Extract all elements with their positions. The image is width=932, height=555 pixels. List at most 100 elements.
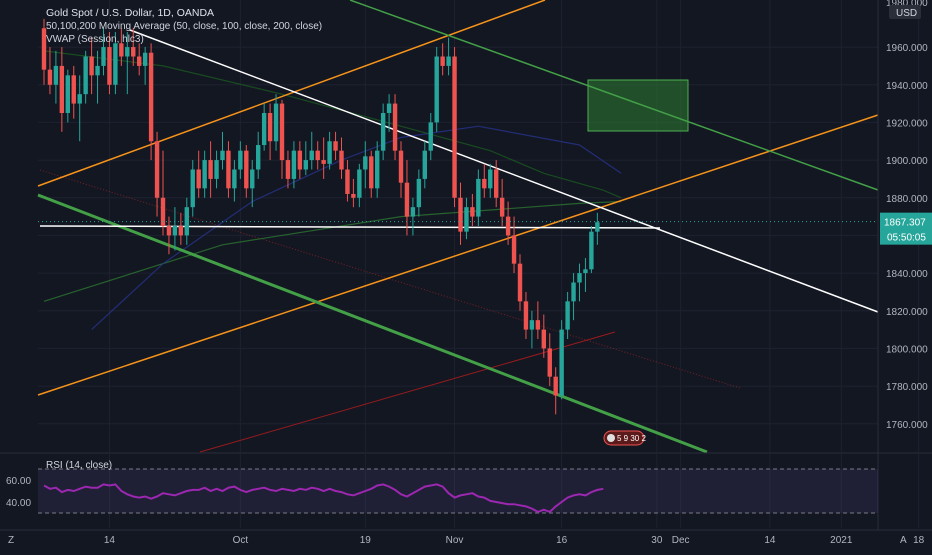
candle[interactable] [107, 47, 112, 85]
candle[interactable] [238, 150, 243, 170]
candle[interactable] [541, 329, 546, 349]
candle[interactable] [261, 113, 267, 146]
green-channel-lower-line[interactable] [37, 193, 708, 454]
candle[interactable] [71, 75, 76, 104]
candle[interactable] [53, 65, 59, 85]
events-badge[interactable] [603, 430, 645, 446]
candle[interactable] [339, 150, 344, 170]
candle[interactable] [160, 197, 166, 226]
candle[interactable] [113, 43, 118, 85]
orange-channel-upper-line[interactable] [37, 0, 546, 187]
candle[interactable] [363, 156, 368, 170]
candle[interactable] [291, 150, 297, 179]
candle[interactable] [125, 47, 130, 57]
ma-indicator-label[interactable]: 50,100,200 Moving Average (50, close, 10… [46, 21, 323, 32]
candle[interactable] [208, 160, 213, 179]
candle[interactable] [196, 169, 201, 189]
candle[interactable] [333, 141, 338, 151]
candle[interactable] [309, 150, 314, 161]
auto-scale-button[interactable]: A [900, 535, 907, 546]
zoom-icon[interactable]: Z [8, 535, 14, 546]
candle[interactable] [398, 150, 404, 183]
candle[interactable] [351, 193, 356, 198]
candle[interactable] [505, 216, 511, 236]
candle[interactable] [256, 145, 261, 170]
candle[interactable] [142, 52, 148, 66]
candle[interactable] [476, 178, 481, 217]
candle[interactable] [559, 329, 564, 396]
candle[interactable] [547, 348, 552, 377]
candle[interactable] [220, 150, 225, 161]
candle[interactable] [577, 273, 582, 283]
candle[interactable] [232, 169, 237, 189]
candle[interactable] [178, 226, 184, 236]
candle[interactable] [47, 69, 53, 85]
candle[interactable] [321, 160, 326, 164]
candle[interactable] [77, 94, 82, 104]
candle[interactable] [375, 150, 380, 189]
candle[interactable] [345, 169, 350, 194]
candle[interactable] [154, 141, 160, 198]
candle[interactable] [464, 207, 469, 232]
candle[interactable] [166, 226, 172, 236]
candle[interactable] [583, 269, 588, 274]
candle[interactable] [589, 231, 594, 270]
candle[interactable] [95, 65, 100, 76]
white-trend-line[interactable] [129, 29, 879, 313]
candle[interactable] [83, 56, 88, 95]
candle[interactable] [357, 169, 362, 198]
candle[interactable] [369, 156, 374, 189]
candle[interactable] [273, 103, 279, 142]
candle[interactable] [410, 207, 416, 217]
candle[interactable] [327, 141, 332, 164]
candle[interactable] [190, 169, 195, 208]
candle[interactable] [59, 65, 65, 113]
candle[interactable] [428, 122, 433, 151]
candle[interactable] [434, 56, 439, 123]
candle[interactable] [595, 222, 600, 232]
candle[interactable] [523, 301, 529, 330]
candle[interactable] [458, 197, 463, 232]
candle[interactable] [499, 197, 505, 217]
candle[interactable] [226, 150, 231, 189]
candle[interactable] [297, 150, 303, 170]
candle[interactable] [446, 56, 451, 66]
candle[interactable] [386, 103, 392, 113]
horizontal-support-line[interactable] [39, 225, 661, 229]
candle[interactable] [482, 178, 487, 189]
candle[interactable] [279, 103, 285, 161]
candle[interactable] [535, 320, 541, 330]
candle[interactable] [470, 207, 475, 217]
candle[interactable] [244, 150, 249, 189]
vwap-indicator-label[interactable]: VWAP (Session, hlc3) [46, 34, 144, 45]
candle[interactable] [285, 160, 291, 179]
candle[interactable] [416, 178, 422, 208]
candle[interactable] [101, 47, 106, 66]
candle[interactable] [148, 52, 154, 142]
symbol-title[interactable]: Gold Spot / U.S. Dollar, 1D, OANDA [46, 7, 215, 19]
candle[interactable] [452, 56, 457, 198]
candle[interactable] [119, 43, 124, 57]
candle[interactable] [517, 263, 523, 302]
candle[interactable] [422, 150, 427, 179]
candle[interactable] [529, 320, 535, 330]
orange-channel-lower-line[interactable] [37, 114, 879, 396]
candle[interactable] [404, 182, 410, 217]
candle[interactable] [565, 301, 570, 330]
candle[interactable] [571, 282, 576, 302]
candle[interactable] [553, 376, 558, 396]
candle[interactable] [65, 75, 70, 113]
currency-box[interactable] [889, 5, 921, 19]
target-zone-box[interactable] [587, 79, 689, 132]
candle[interactable] [488, 169, 493, 189]
candle[interactable] [392, 103, 398, 151]
candle[interactable] [511, 235, 517, 264]
candle[interactable] [303, 160, 308, 170]
candle[interactable] [250, 169, 255, 189]
candle[interactable] [267, 113, 273, 142]
candle[interactable] [202, 160, 207, 189]
candle[interactable] [494, 169, 499, 198]
candle[interactable] [380, 113, 386, 151]
rsi-title[interactable]: RSI (14, close) [46, 460, 112, 471]
